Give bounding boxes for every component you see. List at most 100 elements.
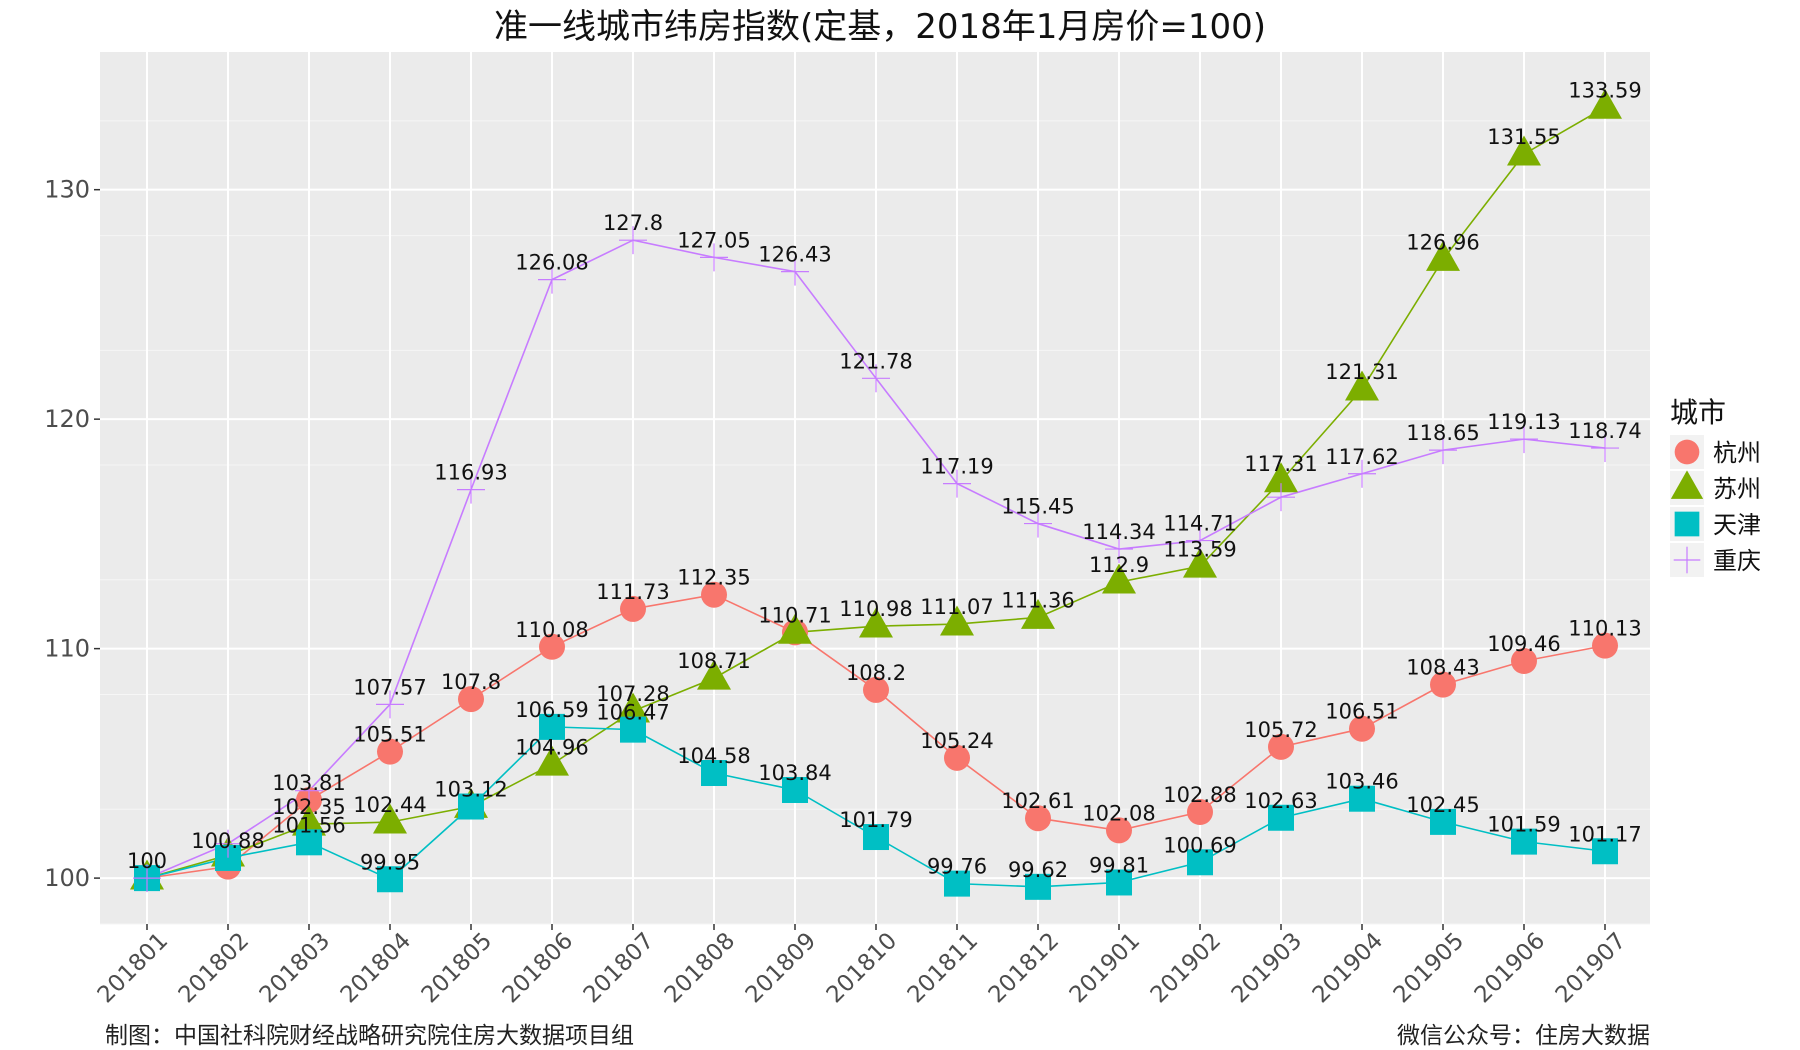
data-label: 105.72 <box>1244 718 1317 742</box>
data-label: 102.44 <box>353 793 426 817</box>
marker-plus <box>781 257 809 286</box>
marker-circle <box>539 633 565 660</box>
data-label: 117.31 <box>1244 452 1317 476</box>
data-label: 117.62 <box>1325 445 1398 469</box>
marker-plus <box>376 690 404 719</box>
marker-square <box>458 793 484 820</box>
data-label: 112.35 <box>677 566 750 590</box>
data-label: 119.13 <box>1487 410 1560 434</box>
marker-plus <box>700 243 728 272</box>
marker-square <box>1025 873 1051 900</box>
data-label: 114.71 <box>1163 512 1236 536</box>
legend-title: 城市 <box>1670 396 1726 429</box>
data-label: 102.63 <box>1244 789 1317 813</box>
data-label: 100 <box>127 849 167 873</box>
data-label: 127.05 <box>677 228 750 252</box>
x-tick-label: 201901 <box>1065 928 1145 1008</box>
data-label: 100.69 <box>1163 833 1236 857</box>
legend-label: 杭州 <box>1713 439 1761 467</box>
marker-triangle <box>292 805 326 836</box>
data-label: 103.81 <box>272 771 345 795</box>
data-label: 101.79 <box>839 808 912 832</box>
marker-square <box>701 760 727 787</box>
data-label: 110.98 <box>839 597 912 621</box>
data-label: 104.58 <box>677 744 750 768</box>
data-label: 126.43 <box>758 243 831 267</box>
marker-circle <box>620 595 646 622</box>
marker-circle <box>1349 715 1375 742</box>
marker-square <box>944 870 970 897</box>
data-label: 102.45 <box>1406 793 1479 817</box>
marker-triangle <box>1670 470 1704 499</box>
data-label: 101.59 <box>1487 813 1560 837</box>
marker-square <box>1511 828 1537 855</box>
marker-triangle <box>1021 598 1055 629</box>
x-tick-label: 201902 <box>1146 928 1226 1008</box>
marker-circle <box>944 744 970 771</box>
data-label: 131.55 <box>1487 125 1560 149</box>
data-label: 106.51 <box>1325 700 1398 724</box>
marker-square <box>1106 869 1132 896</box>
data-label: 121.78 <box>839 349 912 373</box>
marker-triangle <box>373 803 407 834</box>
data-label: 107.28 <box>596 682 669 706</box>
marker-circle <box>1025 805 1051 832</box>
data-label: 105.24 <box>920 729 993 753</box>
marker-plus <box>1267 483 1295 512</box>
x-tick-label: 201811 <box>903 928 983 1008</box>
x-tick-label: 201808 <box>660 928 740 1008</box>
marker-triangle <box>1264 462 1298 493</box>
data-label: 108.2 <box>846 661 906 685</box>
data-label: 101.56 <box>272 813 345 837</box>
data-label: 102.35 <box>272 795 345 819</box>
marker-triangle <box>1507 135 1541 166</box>
data-label: 105.51 <box>353 723 426 747</box>
marker-triangle <box>616 692 650 723</box>
marker-plus <box>1510 425 1538 454</box>
marker-plus <box>1105 535 1133 564</box>
marker-circle <box>1106 817 1132 844</box>
marker-circle <box>1592 632 1618 659</box>
x-tick-label: 201812 <box>984 928 1064 1008</box>
data-label: 118.65 <box>1406 421 1479 445</box>
marker-square <box>539 713 565 740</box>
marker-triangle <box>1426 240 1460 271</box>
data-label: 110.13 <box>1568 617 1641 641</box>
y-tick-label: 120 <box>44 405 90 433</box>
marker-triangle <box>1102 563 1136 594</box>
marker-triangle <box>1183 547 1217 578</box>
x-tick-label: 201805 <box>417 928 497 1008</box>
marker-triangle <box>940 605 974 636</box>
marker-circle <box>377 738 403 765</box>
data-label: 111.07 <box>920 595 993 619</box>
legend-label: 天津 <box>1713 511 1761 539</box>
data-label: 99.81 <box>1089 853 1149 877</box>
marker-plus <box>538 265 566 294</box>
marker-plus <box>1348 459 1376 488</box>
marker-plus <box>1024 509 1052 538</box>
marker-circle <box>1187 799 1213 826</box>
x-tick-label: 201904 <box>1308 928 1388 1008</box>
marker-square <box>1349 785 1375 812</box>
marker-circle <box>1268 733 1294 760</box>
data-label: 103.12 <box>434 778 507 802</box>
marker-square <box>620 716 646 743</box>
marker-square <box>1430 808 1456 835</box>
marker-plus <box>295 776 323 805</box>
chart-title: 准一线城市纬房指数(定基，2018年1月房价=100) <box>494 7 1266 47</box>
marker-square <box>296 829 322 856</box>
data-label: 102.88 <box>1163 783 1236 807</box>
data-label: 108.71 <box>677 649 750 673</box>
data-label: 113.59 <box>1163 537 1236 561</box>
data-label: 102.61 <box>1001 789 1074 813</box>
data-label: 126.08 <box>515 251 588 275</box>
footer-credit: 制图：中国社科院财经战略研究院住房大数据项目组 <box>105 1023 634 1049</box>
data-label: 111.73 <box>596 580 669 604</box>
marker-square <box>782 776 808 803</box>
x-tick-label: 201807 <box>579 928 659 1008</box>
data-label: 112.9 <box>1089 553 1149 577</box>
data-label: 99.76 <box>927 855 987 879</box>
marker-circle <box>1430 671 1456 698</box>
